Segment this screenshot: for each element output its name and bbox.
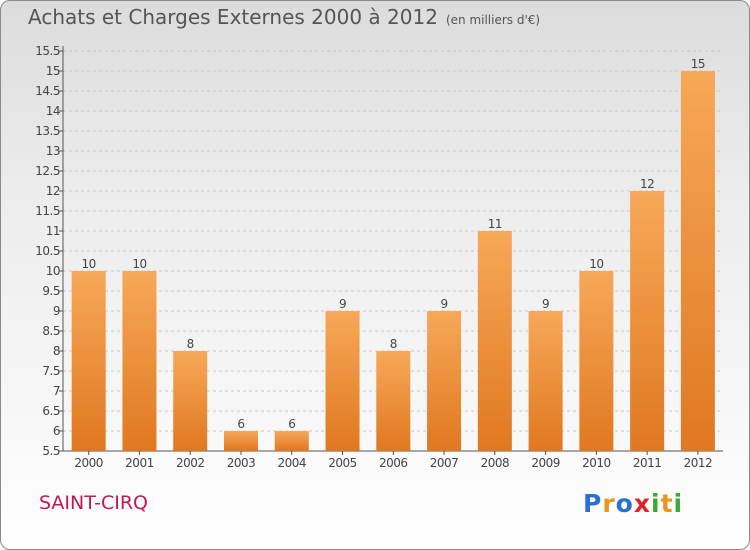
logo-letter: i (651, 489, 661, 518)
logo-letter: x (633, 489, 651, 518)
bar (173, 351, 208, 451)
y-tick-label: 8 (53, 344, 60, 358)
bar-value-label: 9 (440, 297, 447, 311)
chart-title: Achats et Charges Externes 2000 à 2012 (e… (28, 5, 540, 29)
bar (122, 271, 157, 451)
x-tick-label: 2003 (227, 456, 256, 470)
y-tick-label: 6 (53, 424, 60, 438)
unit-label: (en milliers d'€) (445, 13, 541, 27)
y-tick-label: 6.5 (42, 404, 60, 418)
x-tick-label: 2000 (74, 456, 103, 470)
logo-letter: t (660, 489, 674, 518)
x-tick-label: 2011 (633, 456, 662, 470)
bar (376, 351, 411, 451)
x-tick-label: 2006 (379, 456, 408, 470)
x-tick-label: 2009 (531, 456, 560, 470)
y-tick-label: 7.5 (42, 364, 60, 378)
title-text: Achats et Charges Externes 2000 à 2012 (28, 5, 438, 29)
x-tick-label: 2012 (684, 456, 713, 470)
logo-letter: r (602, 489, 616, 518)
bar-value-label: 8 (390, 337, 397, 351)
bar-value-label: 10 (589, 257, 603, 271)
bar (427, 311, 462, 451)
x-tick-label: 2004 (277, 456, 306, 470)
bar-value-label: 10 (82, 257, 96, 271)
logo-letter: o (615, 489, 634, 518)
bar (579, 271, 614, 451)
commune-name: SAINT-CIRQ (39, 492, 148, 514)
y-tick-label: 8.5 (42, 324, 60, 338)
y-tick-label: 14.5 (35, 84, 60, 98)
y-tick-label: 9.5 (42, 284, 60, 298)
bar-value-label: 12 (640, 177, 654, 191)
y-tick-label: 11.5 (35, 204, 60, 218)
logo-letter: i (673, 489, 684, 518)
x-tick-label: 2001 (125, 456, 154, 470)
bars (71, 71, 715, 451)
y-tick-label: 13.5 (35, 124, 60, 138)
y-tick-label: 15.5 (35, 44, 60, 58)
bar (680, 71, 715, 451)
x-tick-label: 2008 (481, 456, 510, 470)
bar (223, 431, 258, 451)
y-tick-label: 10.5 (35, 244, 60, 258)
x-tick-label: 2002 (176, 456, 205, 470)
x-tick-label: 2005 (328, 456, 357, 470)
y-tick-label: 10 (46, 264, 60, 278)
bar-value-label: 8 (187, 337, 194, 351)
y-tick-label: 12.5 (35, 164, 60, 178)
y-tick-label: 5.5 (42, 444, 60, 458)
y-tick-label: 11 (46, 224, 60, 238)
bar-value-label: 6 (288, 417, 295, 431)
y-tick-label: 14 (46, 104, 60, 118)
bar (274, 431, 309, 451)
bar (71, 271, 106, 451)
y-tick-label: 7 (53, 384, 60, 398)
bar-value-label: 9 (339, 297, 346, 311)
y-tick-label: 9 (53, 304, 60, 318)
bar-value-label: 9 (542, 297, 549, 311)
proxiti-logo: Proxiti (583, 489, 683, 518)
bar (477, 231, 512, 451)
bar (325, 311, 360, 451)
bar (630, 191, 665, 451)
y-tick-label: 13 (46, 144, 60, 158)
axes: 5.5 6 6.5 7 7.5 8 8.5 9 9.5 10 10.5 11 11.5 12 12.5 13 1… (35, 44, 723, 470)
y-tick-label: 12 (46, 184, 60, 198)
value-labels: 10 10 8 6 6 9 8 9 11 9 10 12 15 (82, 57, 706, 431)
bar-value-label: 6 (237, 417, 244, 431)
x-tick-label: 2007 (430, 456, 459, 470)
bar (528, 311, 563, 451)
bar-value-label: 11 (488, 217, 502, 231)
x-tick-label: 2010 (582, 456, 611, 470)
y-tick-label: 15 (46, 64, 60, 78)
bar-value-label: 10 (132, 257, 146, 271)
logo-letter: P (583, 489, 603, 518)
bar-value-label: 15 (691, 57, 705, 71)
